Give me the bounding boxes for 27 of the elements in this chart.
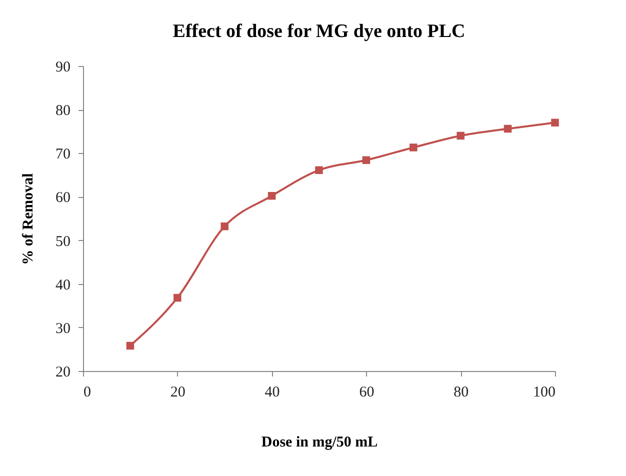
y-axis-title: % of Removal	[20, 173, 36, 265]
point	[174, 294, 182, 302]
x-tick-label: 60	[359, 384, 374, 400]
point	[456, 132, 464, 140]
x-tick-label: 0	[84, 384, 91, 400]
y-tick-label: 50	[56, 234, 70, 250]
point	[220, 222, 228, 230]
y-tick-label: 40	[56, 277, 70, 294]
x-tick-label: 80	[454, 384, 469, 400]
y-tick-label: 30	[56, 320, 70, 337]
chart-title: Effect of dose for MG dye onto PLC	[172, 21, 466, 42]
point	[504, 124, 512, 133]
y-tick-label: 70	[56, 146, 70, 163]
point	[268, 192, 276, 200]
point	[410, 144, 418, 152]
y-tick-label: 80	[56, 103, 70, 120]
x-tick-label: 100	[533, 384, 556, 400]
point	[126, 342, 134, 350]
point	[362, 156, 370, 164]
x-tick-label: 20	[170, 384, 186, 400]
x-axis-title: Dose in mg/50 mL	[261, 434, 378, 450]
point	[315, 166, 323, 174]
y-tick-label: 20	[56, 364, 70, 380]
y-tick-label: 90	[56, 60, 70, 76]
x-tick-label: 40	[264, 384, 280, 400]
y-tick-label: 60	[56, 190, 70, 206]
point	[551, 118, 559, 127]
